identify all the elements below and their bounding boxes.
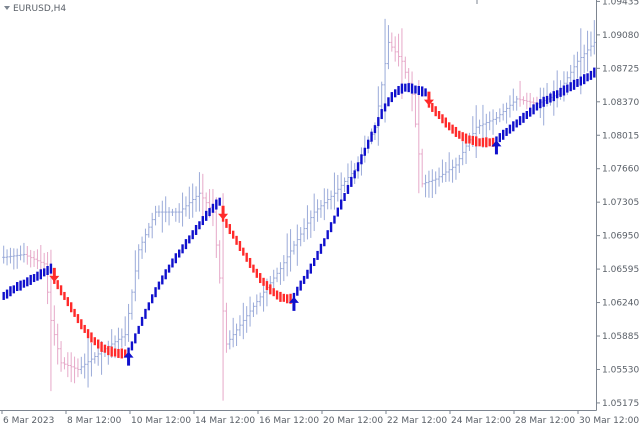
- sell-arrow-icon: [49, 267, 60, 282]
- x-tick-label: 10 Mar 12:00: [131, 416, 191, 426]
- x-tick-label: 20 Mar 12:00: [323, 416, 383, 426]
- x-tick-label: 30 Mar 12:00: [579, 416, 639, 426]
- x-tick-label: 14 Mar 12:00: [195, 416, 255, 426]
- buy-arrow-icon: [288, 296, 299, 311]
- y-tick-label: 1.05885: [602, 332, 639, 342]
- x-tick-label: 28 Mar 12:00: [515, 416, 575, 426]
- y-tick-label: 1.06595: [602, 265, 639, 275]
- sell-arrow-icon: [218, 205, 229, 220]
- y-tick-label: 1.08015: [602, 131, 639, 141]
- y-tick-label: 1.08725: [602, 64, 639, 74]
- y-tick-label: 1.07660: [602, 165, 639, 175]
- buy-arrow-icon: [491, 140, 502, 155]
- plot-area: [2, 18, 596, 401]
- x-tick-label: 22 Mar 12:00: [387, 416, 447, 426]
- buy-arrow-icon: [123, 351, 134, 366]
- x-tick-label: 6 Mar 2023: [3, 416, 54, 426]
- y-tick-label: 1.06950: [602, 232, 639, 242]
- y-tick-label: 1.09435: [602, 0, 639, 7]
- y-tick-label: 1.09080: [602, 31, 639, 41]
- y-tick-label: 1.05530: [602, 365, 639, 375]
- x-tick-label: 24 Mar 12:00: [451, 416, 511, 426]
- y-tick-label: 1.07305: [602, 198, 639, 208]
- sell-arrow-icon: [423, 91, 434, 106]
- x-tick-label: 16 Mar 12:00: [259, 416, 319, 426]
- y-tick-label: 1.06240: [602, 299, 639, 309]
- y-tick-label: 1.08370: [602, 98, 639, 108]
- y-tick-label: 1.05175: [602, 399, 639, 409]
- x-tick-label: 8 Mar 12:00: [67, 416, 122, 426]
